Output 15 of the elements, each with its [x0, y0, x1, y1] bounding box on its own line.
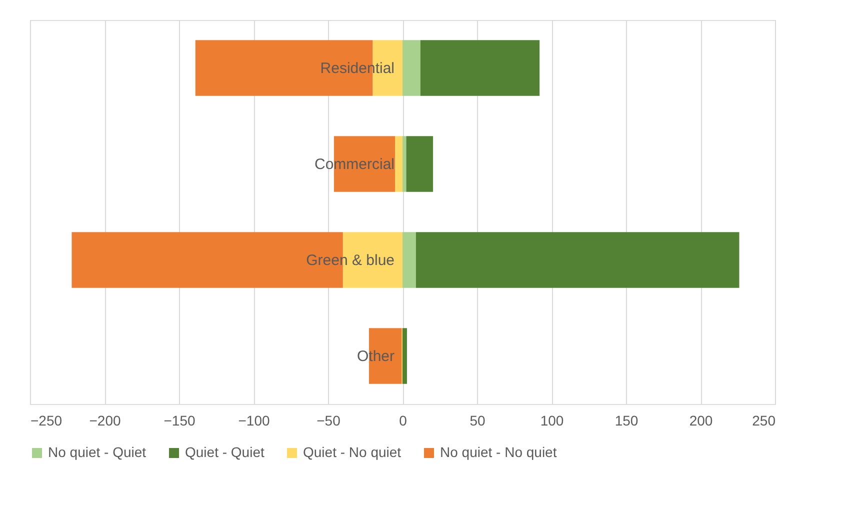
x-tick-label: 200	[689, 412, 713, 428]
x-tick-label: 0	[399, 412, 408, 428]
x-tick-label: 100	[540, 412, 564, 428]
x-tick-label: 150	[614, 412, 638, 428]
x-tick-label: −200	[89, 412, 121, 428]
legend-label: Quiet - Quiet	[185, 444, 264, 460]
legend-label: No quiet - Quiet	[48, 444, 146, 460]
x-tick-label: −100	[238, 412, 270, 428]
x-tick-label: −250	[30, 412, 62, 428]
legend-label: Quiet - No quiet	[303, 444, 402, 460]
legend-label: No quiet - No quiet	[440, 444, 557, 460]
x-tick-label: 250	[752, 412, 776, 428]
x-tick-label: −150	[164, 412, 196, 428]
x-tick-label: 50	[470, 412, 486, 428]
x-tick-label: −50	[316, 412, 341, 428]
